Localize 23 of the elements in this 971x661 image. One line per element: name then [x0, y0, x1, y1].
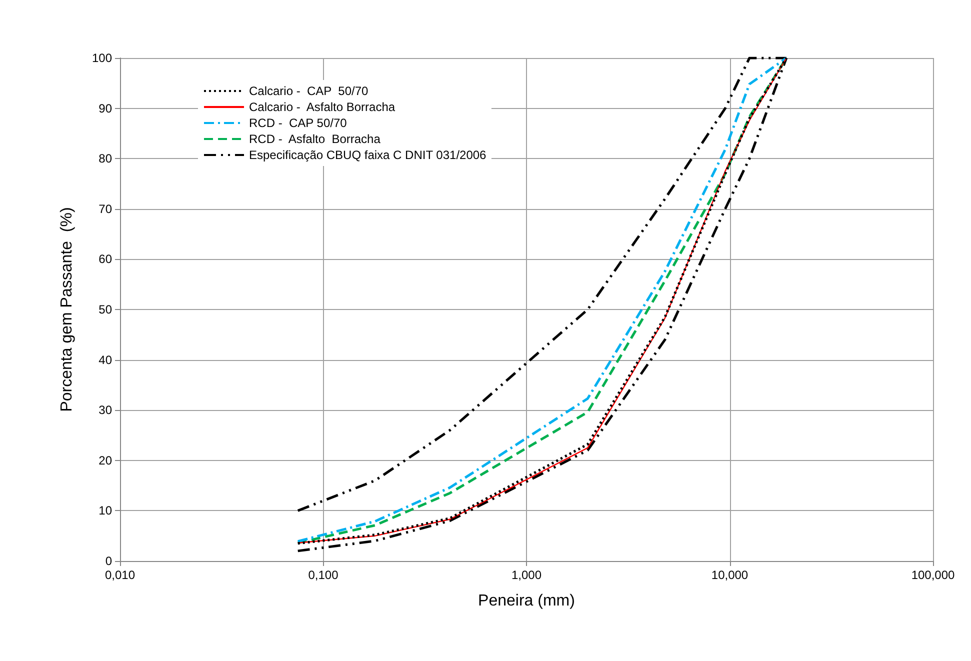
x-tick-label: 100,000	[911, 568, 956, 582]
x-tick-label: 1,000	[511, 568, 542, 582]
x-tick-label: 0,100	[308, 568, 339, 582]
y-tick-label: 90	[98, 101, 112, 116]
y-tick-label: 20	[98, 453, 112, 468]
legend-label: Calcario - CAP 50/70	[249, 84, 368, 98]
legend-label: RCD - CAP 50/70	[249, 116, 348, 130]
y-tick-label: 10	[98, 504, 112, 518]
y-tick-label: 60	[98, 252, 112, 266]
y-tick-label: 40	[98, 352, 112, 367]
x-tick-label: 0,010	[104, 568, 136, 582]
x-tick-label: 10,000	[711, 568, 748, 582]
y-tick-label: 70	[98, 202, 112, 216]
y-tick-label: 100	[92, 51, 112, 65]
legend-label: Calcario - Asfalto Borracha	[249, 100, 396, 114]
legend-label: RCD - Asfalto Borracha	[249, 132, 381, 146]
y-axis-title: Porcenta gem Passante (%)	[58, 207, 76, 412]
y-tick-label: 0	[105, 554, 112, 568]
x-axis-title: Peneira (mm)	[478, 592, 575, 610]
legend-label: Especificação CBUQ faixa C DNIT 031/2006	[249, 148, 487, 162]
y-tick-label: 50	[98, 302, 112, 316]
y-tick-label: 30	[98, 403, 112, 418]
y-tick-label: 80	[98, 152, 112, 166]
